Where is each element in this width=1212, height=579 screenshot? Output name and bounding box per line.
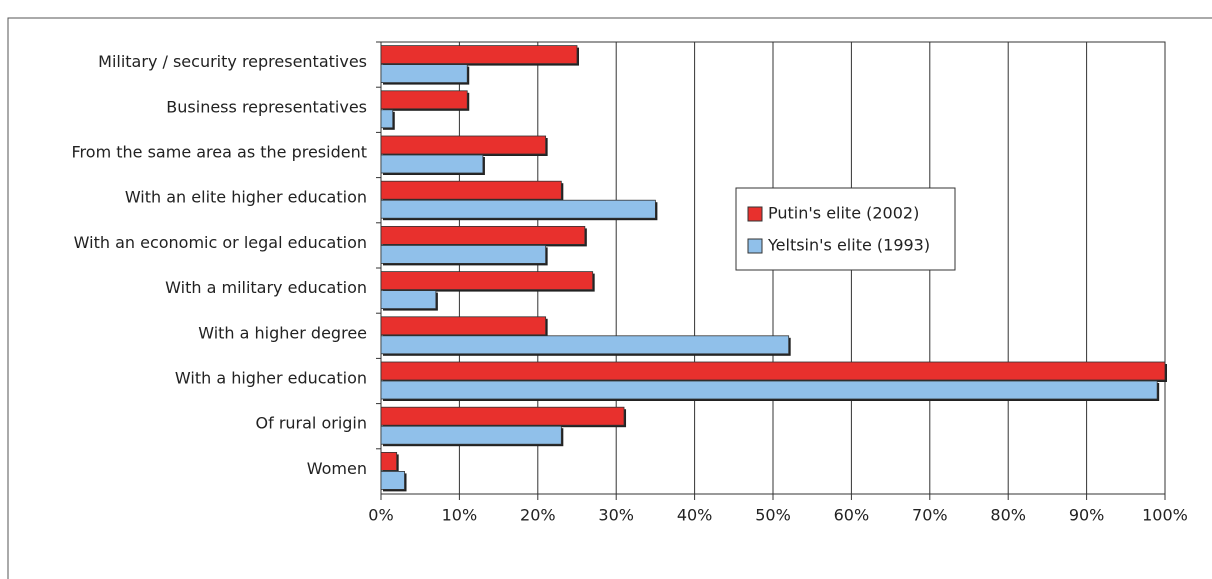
x-tick-label: 30% (598, 506, 634, 525)
bar (380, 90, 468, 110)
legend-swatch (747, 238, 763, 254)
x-tick-label: 10% (442, 506, 478, 525)
bar (380, 380, 1158, 400)
bar (380, 225, 586, 245)
bar (380, 180, 562, 200)
bar (380, 271, 594, 291)
x-tick-label: 20% (520, 506, 556, 525)
x-tick-label: 80% (990, 506, 1026, 525)
bar (380, 109, 394, 129)
x-tick-label: 50% (755, 506, 791, 525)
bar (380, 451, 398, 471)
y-tick-label: With an economic or legal education (74, 233, 367, 252)
bar (380, 64, 468, 83)
x-tick-label: 0% (368, 506, 393, 525)
bar (380, 425, 562, 445)
y-tick-label: Military / security representatives (98, 52, 367, 71)
y-tick-label: Women (307, 459, 367, 478)
x-tick-label: 40% (677, 506, 713, 525)
y-tick-label: With a military education (165, 278, 367, 297)
bar (380, 335, 790, 355)
legend-label: Yeltsin's elite (1993) (767, 236, 930, 255)
bar (380, 45, 578, 64)
bar (380, 244, 547, 264)
y-tick-label: With a higher education (175, 369, 367, 388)
legend-label: Putin's elite (2002) (768, 204, 919, 223)
bar (380, 199, 656, 219)
bar (380, 154, 484, 174)
x-tick-label: 100% (1142, 506, 1188, 525)
x-tick-label: 70% (912, 506, 948, 525)
y-tick-label: From the same area as the president (72, 143, 367, 162)
bar (380, 316, 547, 336)
x-tick-label: 60% (834, 506, 870, 525)
bar (380, 135, 547, 155)
bar (380, 470, 405, 490)
bar (380, 406, 625, 426)
bar (380, 361, 1166, 381)
frame (7, 17, 1212, 579)
legend-box (735, 187, 956, 271)
y-tick-label: With a higher degree (198, 323, 367, 342)
x-tick-label: 90% (1069, 506, 1105, 525)
y-tick-label: Business representatives (166, 97, 367, 116)
y-tick-label: With an elite higher education (125, 188, 367, 207)
legend-swatch (747, 206, 763, 222)
y-tick-label: Of rural origin (256, 414, 368, 433)
bar (380, 290, 437, 310)
